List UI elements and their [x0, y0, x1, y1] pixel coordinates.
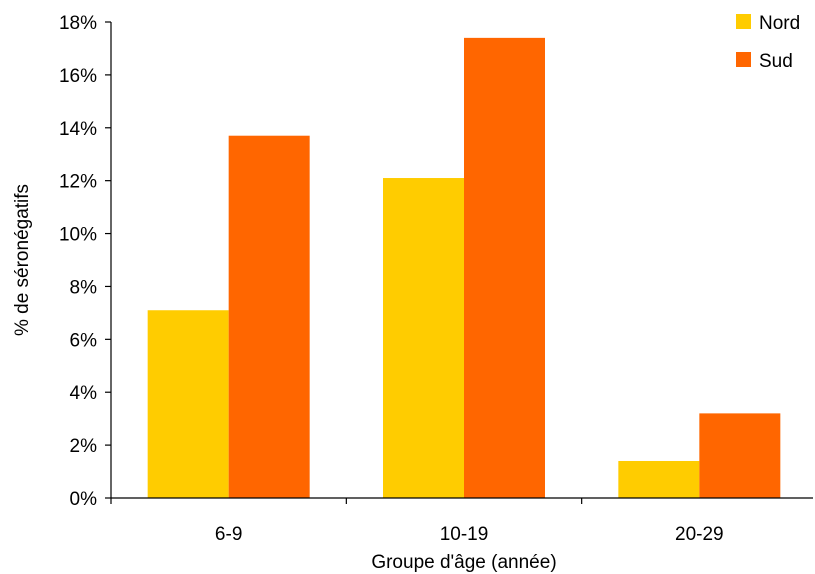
legend-label-nord: Nord	[759, 13, 800, 34]
bar-sud-10-19	[464, 37, 545, 498]
y-ticks-group: 0% 2% 4% 6% 8% 10% 12% 14% 16% 18%	[59, 13, 111, 510]
legend-swatch-sud	[736, 52, 751, 67]
bar-sud-6-9	[228, 135, 310, 498]
y-tick-label: 8%	[70, 277, 98, 298]
y-tick-label: 2%	[70, 436, 98, 457]
legend: Nord Sud	[736, 13, 800, 72]
y-tick-label: 4%	[70, 383, 98, 404]
x-tick-label: 10-19	[440, 524, 489, 545]
bar-nord-10-19	[383, 178, 464, 498]
bar-nord-20-29	[618, 460, 700, 498]
x-ticks-group: 6-9 10-19 20-29	[110, 498, 724, 545]
legend-swatch-nord	[736, 14, 751, 29]
y-tick-label: 12%	[59, 172, 97, 193]
x-tick-label: 20-29	[675, 524, 724, 545]
y-tick-label: 18%	[59, 13, 97, 34]
y-tick-label: 14%	[59, 119, 97, 140]
bar-nord-6-9	[147, 310, 229, 498]
y-axis-title: % de séronégatifs	[12, 184, 33, 336]
y-tick-label: 10%	[59, 225, 97, 246]
x-axis-title: Groupe d'âge (année)	[371, 552, 556, 573]
axes-group	[110, 22, 813, 499]
y-tick-label: 6%	[70, 330, 98, 351]
legend-label-sud: Sud	[759, 51, 793, 72]
bars-group	[147, 37, 781, 498]
x-tick-label: 6-9	[215, 524, 242, 545]
y-tick-label: 0%	[70, 489, 98, 510]
bar-sud-20-29	[699, 413, 781, 498]
y-tick-label: 16%	[59, 66, 97, 87]
